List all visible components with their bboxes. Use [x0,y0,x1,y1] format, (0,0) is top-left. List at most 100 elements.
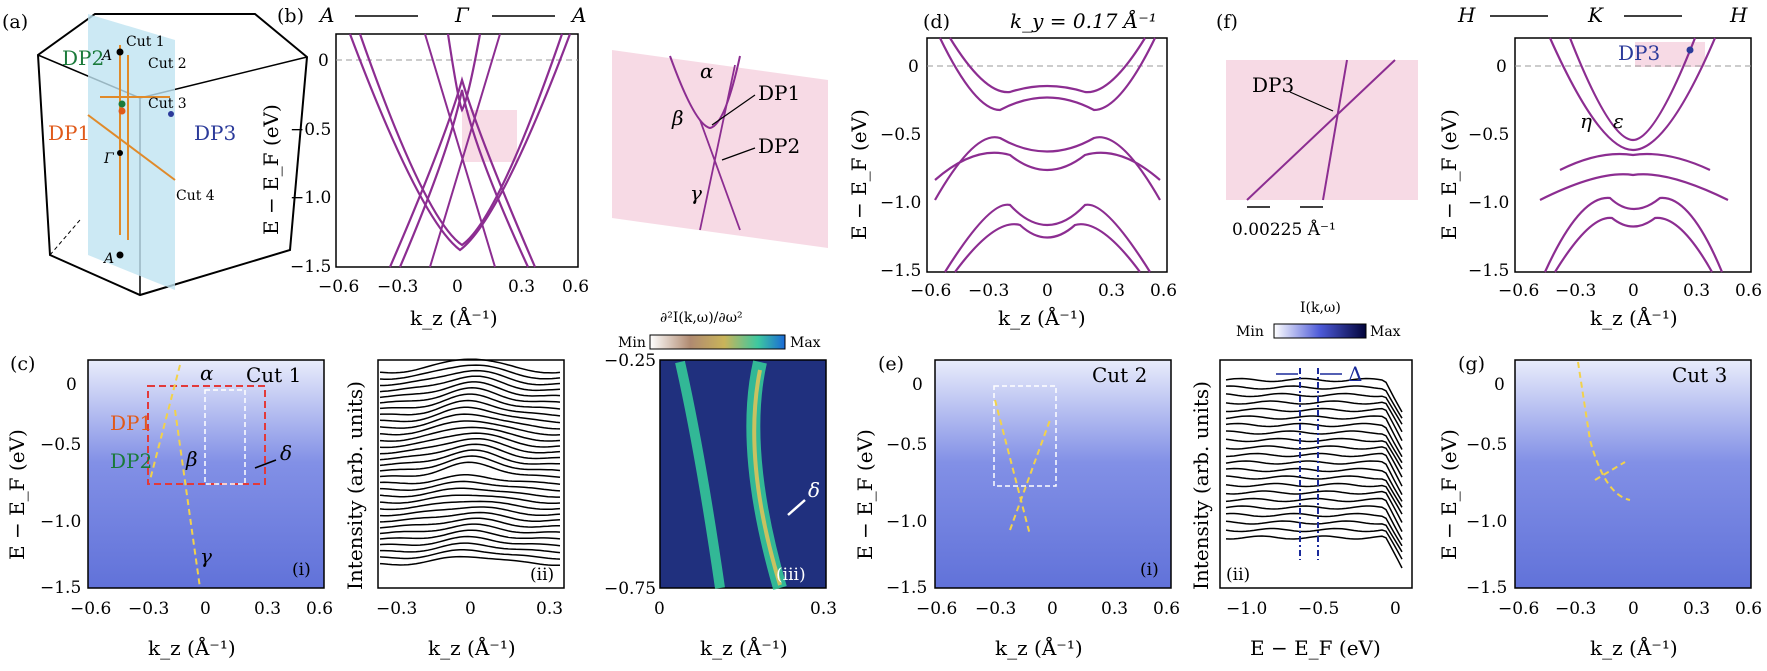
A-bottom-label: A [102,251,114,267]
xtick: 0.3 [1098,281,1125,301]
band-h-1 [1548,37,1717,152]
colorbar-e [1273,323,1367,339]
mdc-curve [379,399,561,417]
band-h-3 [1543,196,1724,273]
dir-right-h: H [1729,3,1748,27]
ylabel-c: E − E_F (eV) [5,429,29,560]
mdc-curve [379,443,561,461]
mdc-curve [379,500,561,511]
dir-mid-h: K [1587,3,1604,27]
xtick: −0.6 [1498,599,1539,619]
ytick: −0.75 [604,579,656,599]
ytick: −0.5 [1468,125,1509,145]
xtick: −0.3 [968,281,1009,301]
edc-curve [1225,385,1403,419]
dp3-dot [168,111,174,117]
mdc-frame [377,359,565,589]
dp2-c: DP2 [110,449,152,473]
ytick: 0 [1496,57,1507,77]
xtick: 0.3 [1101,599,1128,619]
ylabel-e: E − E_F (eV) [853,429,877,560]
arpes-e [934,359,1172,589]
point-gamma [117,150,123,156]
edc-curve [1225,475,1403,508]
xtick: 0 [1047,599,1058,619]
mdc-curve [379,406,561,424]
mdc-curve [379,480,561,492]
mdc-curve [379,426,561,442]
xlabel-c: k_z (Å⁻¹) [148,635,236,660]
dir-left-h: H [1457,3,1476,27]
edc-curve [1225,535,1403,569]
ytick: −0.5 [40,435,81,455]
xtick: 0 [1628,599,1639,619]
mdc-curve [379,437,561,455]
cut1-label: Cut 1 [126,34,165,50]
xtick: 0.6 [562,277,589,297]
xlabel-g: k_z (Å⁻¹) [1590,635,1678,660]
edc-curve [1225,377,1403,413]
cut2-label: Cut 2 [148,56,187,72]
dir-mid: Γ [454,3,470,27]
sub-ii-c: (ii) [530,565,554,585]
xtick: 0.6 [1735,281,1762,301]
mdc-curve [379,364,561,380]
sub-ii-e: (ii) [1226,565,1250,585]
xtick: 0.6 [1735,599,1762,619]
bz-outline [36,13,309,297]
mdc-curve [379,529,561,540]
xlabel-e: k_z (Å⁻¹) [995,635,1083,660]
mdc-curve [379,420,561,436]
xtick: −1.0 [1226,599,1267,619]
cbar-min-e: Min [1236,324,1264,340]
colorbar-c [649,334,786,350]
xtick: 0 [465,599,476,619]
edc-curve [1225,482,1403,515]
epsilon-label: ε [1613,109,1624,133]
dp2-label: DP2 [62,46,104,70]
band-b-1 [348,33,572,252]
point-A-top [116,48,124,56]
mdc-curve [379,432,561,449]
edc-curve [1226,407,1403,442]
mdc-curve [379,506,561,517]
edc-curve [1225,520,1403,553]
xtick: −0.3 [128,599,169,619]
xtick: 0.3 [508,277,535,297]
panel-c-iii: ∂²I(k,ω)/∂ω² Min Max δ (iii) −0.25 −0.75… [604,310,837,660]
mdc-curve [379,449,561,467]
dir-right: A [570,3,586,27]
panel-d-title: k_y = 0.17 Å⁻¹ [1010,8,1157,33]
ytick: −1.5 [886,578,927,598]
dp1-dot [118,107,126,115]
edc-curve [1225,527,1403,560]
mdc-curve [379,494,561,505]
mdc-curve [379,381,561,399]
dp3-f-label: DP3 [1252,73,1294,97]
dir-left: A [318,3,334,27]
mdc-curve [380,542,561,554]
xlabel-d: k_z (Å⁻¹) [998,305,1086,330]
mdc-curve [379,375,561,393]
xtick: 0 [1628,281,1639,301]
panel-e-ii: I(k,ω) Min Max Δ (ii) −1.0 −0.5 0 E − E_… [1189,300,1413,660]
ytick: 0 [1494,375,1505,395]
xtick: 0.3 [1683,281,1710,301]
mdc-curve [379,413,561,430]
panel-g: (g) Cut 3 0 −0.5 −1.0 −1.5 −0.6 −0.3 0 0… [1437,353,1762,660]
edc-curve [1225,460,1403,495]
sub-i-c: (i) [292,560,311,580]
ytick: −1.0 [1468,193,1509,213]
sub-i-e: (i) [1140,560,1159,580]
panel-h: H K H DP3 η ε 0 −0.5 −1.0 −1.5 −0.6 −0.3… [1437,3,1762,330]
edc-curve [1225,437,1403,470]
cut3-label: Cut 3 [148,96,187,112]
xtick: 0.3 [536,599,563,619]
beta-label: β [671,106,684,130]
mdc-curve [379,474,561,485]
xtick: 0.6 [1153,599,1180,619]
cbar-title-c: ∂²I(k,ω)/∂ω² [660,310,743,326]
edc-curve [1225,497,1403,532]
ytick: −1.0 [1466,512,1507,532]
